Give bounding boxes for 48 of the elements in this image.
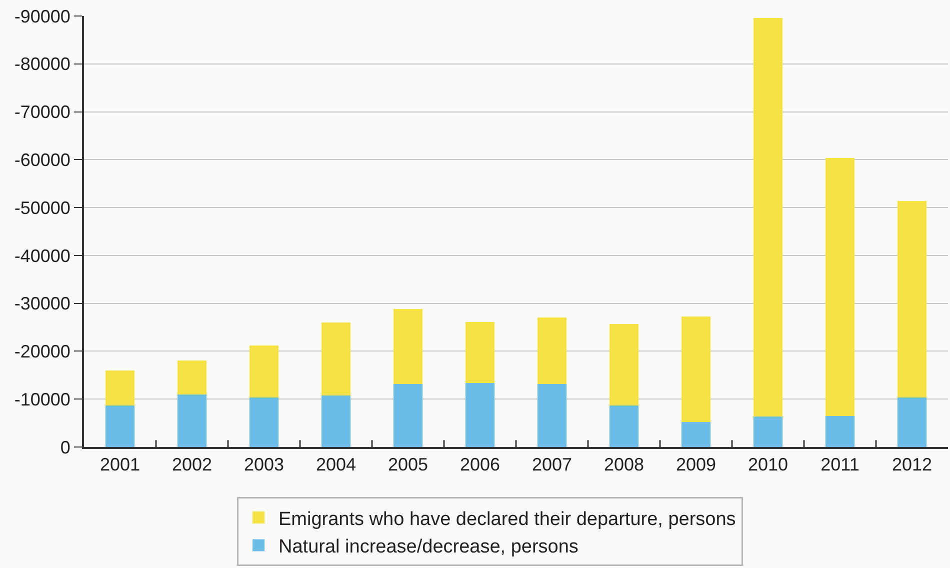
bar xyxy=(538,318,566,384)
legend-label: Natural increase/decrease, persons xyxy=(278,536,578,558)
bar xyxy=(898,398,926,447)
y-tick-label: -40000 xyxy=(14,246,70,266)
y-tick-label: -50000 xyxy=(14,198,70,218)
x-tick-label: 2010 xyxy=(748,454,788,475)
x-tick-label: 2001 xyxy=(100,454,140,475)
y-tick-label: 0 xyxy=(60,437,70,458)
x-tick-label: 2012 xyxy=(892,454,932,475)
bar xyxy=(754,416,782,447)
bar xyxy=(466,322,494,383)
y-tick-label: -10000 xyxy=(14,389,70,410)
bar xyxy=(106,370,134,406)
x-tick-label: 2009 xyxy=(676,454,716,475)
bar xyxy=(826,158,854,416)
bar xyxy=(826,416,854,447)
bar xyxy=(682,316,710,422)
bar xyxy=(250,345,278,398)
bar xyxy=(394,384,422,447)
y-tick-label: -80000 xyxy=(14,54,70,74)
bar xyxy=(610,324,638,406)
bar xyxy=(682,422,710,447)
x-tick-label: 2007 xyxy=(532,454,572,475)
bar xyxy=(754,18,782,416)
bar xyxy=(250,398,278,447)
y-tick-label: -60000 xyxy=(14,150,70,170)
bar xyxy=(394,309,422,384)
bar xyxy=(322,322,350,396)
y-tick-label: -20000 xyxy=(14,342,70,362)
x-tick-label: 2005 xyxy=(388,454,428,475)
y-tick-label: -30000 xyxy=(14,294,70,314)
bar xyxy=(178,360,206,394)
bar xyxy=(898,200,926,398)
x-tick-label: 2002 xyxy=(172,454,212,475)
x-tick-label: 2004 xyxy=(316,454,356,475)
y-tick-label: -70000 xyxy=(14,102,70,122)
x-tick-label: 2006 xyxy=(460,454,500,475)
bar xyxy=(466,382,494,447)
legend-label: Emigrants who have declared their departure, persons xyxy=(278,508,736,530)
bar xyxy=(322,395,350,447)
y-tick-label: -90000 xyxy=(14,6,70,26)
bar xyxy=(538,384,566,447)
x-tick-label: 2011 xyxy=(820,454,860,475)
bar xyxy=(178,394,206,447)
bar xyxy=(106,405,134,447)
bar xyxy=(610,405,638,447)
x-tick-label: 2003 xyxy=(244,454,284,475)
x-tick-label: 2008 xyxy=(604,454,644,475)
